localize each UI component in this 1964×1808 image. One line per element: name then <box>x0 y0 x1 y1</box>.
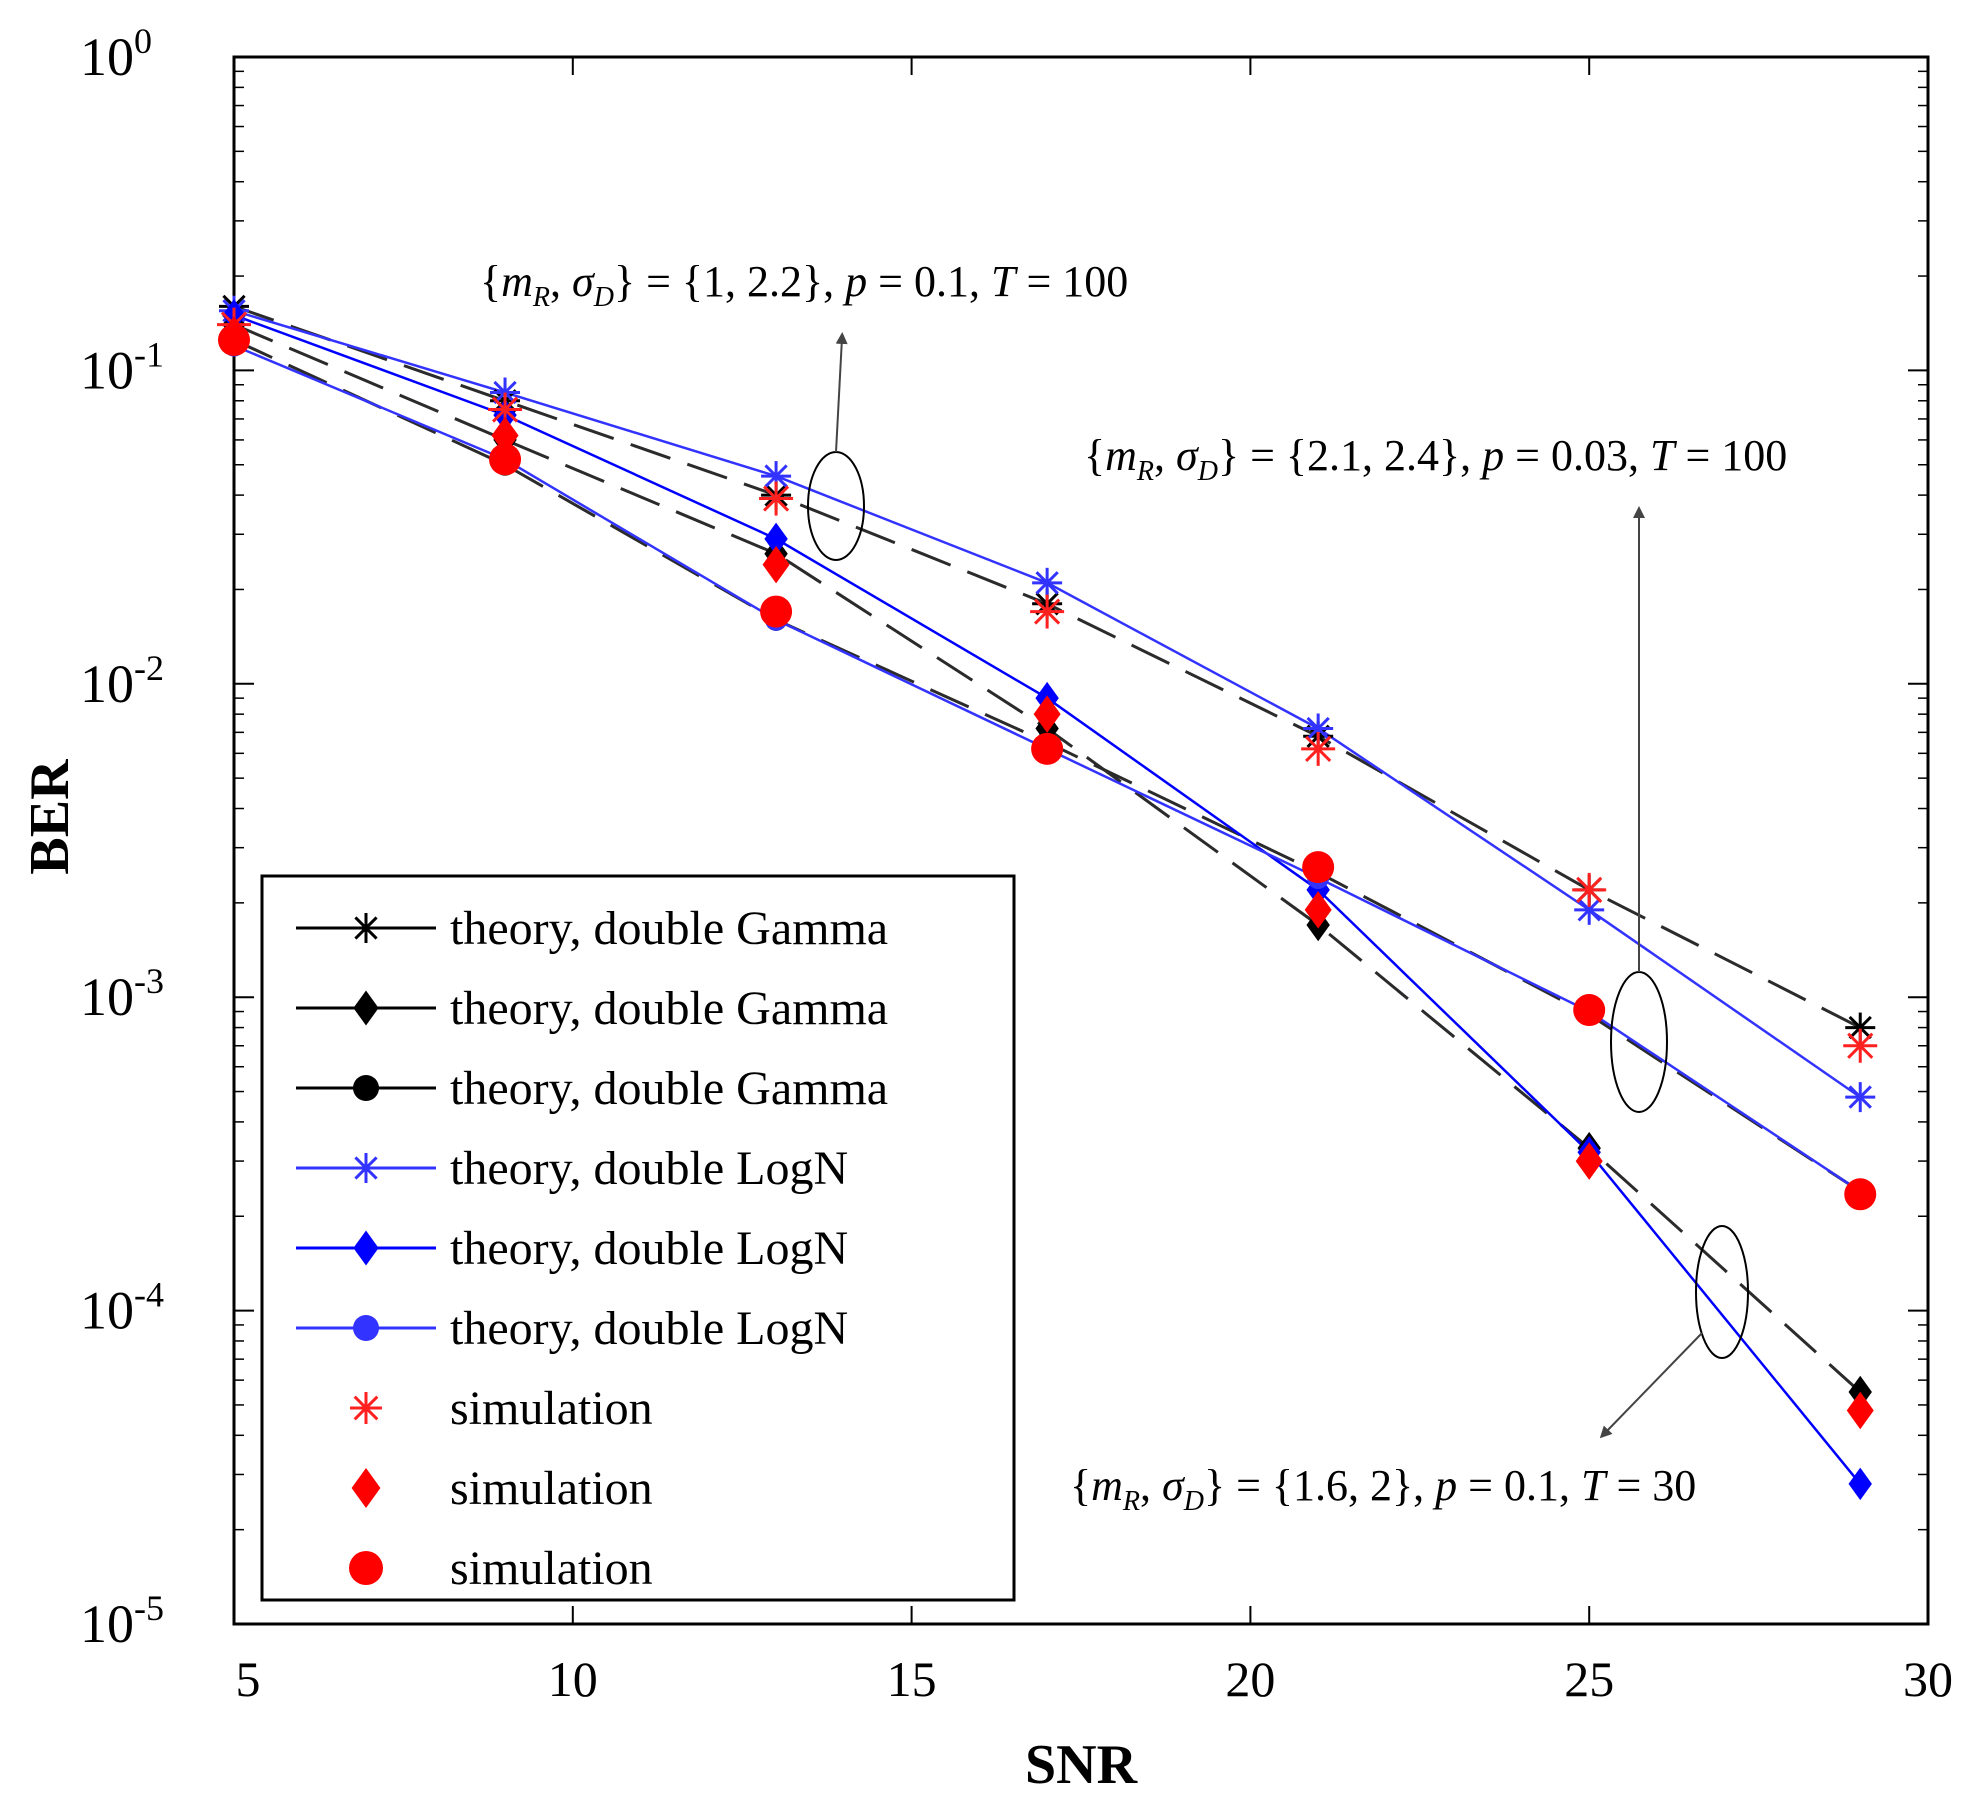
legend-marker <box>351 1468 381 1508</box>
annotation-shapes <box>807 332 1749 1439</box>
series-markers <box>217 291 1878 1501</box>
annotation-label: {mR, σD} = {2.1, 2.4}, p = 0.03, T = 100 <box>1084 431 1787 487</box>
data-point <box>491 416 519 455</box>
annotation-ellipse-3 <box>1695 1225 1749 1359</box>
y-tick-label: 10-5 <box>80 1588 164 1654</box>
y-tick-label: 10-4 <box>80 1275 164 1341</box>
x-tick-label: 30 <box>1903 1651 1953 1707</box>
data-point-stroke <box>762 485 790 512</box>
legend-marker <box>349 1551 383 1585</box>
legend-marker <box>350 1392 382 1424</box>
legend-marker <box>353 1315 379 1341</box>
data-point <box>1030 594 1065 629</box>
data-point <box>1033 695 1061 733</box>
data-point <box>759 481 794 516</box>
legend-label: theory, double LogN <box>450 1222 848 1275</box>
data-point <box>1843 1028 1878 1063</box>
y-tick-labels: 100 10-1 10-2 10-3 10-4 10-5 <box>80 21 164 1654</box>
data-point <box>218 324 250 357</box>
legend: theory, double Gamma theory, double Gamma… <box>260 874 1016 1602</box>
annotation-label: {mR, σD} = {1, 2.2}, p = 0.1, T = 100 <box>480 257 1128 313</box>
x-tick-labels: 5 10 15 20 25 30 <box>236 1651 1954 1707</box>
x-tick-label: 15 <box>887 1651 937 1707</box>
annotation-label: {mR, σD} = {1.6, 2}, p = 0.1, T = 30 <box>1070 1461 1696 1517</box>
legend-marker-stroke <box>353 1395 379 1421</box>
data-point <box>1304 891 1332 929</box>
y-tick-label: 10-3 <box>80 961 164 1027</box>
legend-marker <box>351 913 381 943</box>
data-point-stroke <box>1848 1085 1872 1109</box>
data-point <box>762 545 790 584</box>
data-point <box>760 595 793 628</box>
data-point <box>764 522 788 556</box>
data-point <box>1032 567 1063 598</box>
data-point-stroke <box>764 464 788 488</box>
data-point-stroke <box>1576 876 1603 903</box>
data-point <box>1573 994 1606 1027</box>
data-point <box>1302 851 1335 884</box>
data-point-stroke <box>1577 898 1601 922</box>
x-tick-label: 20 <box>1225 1651 1275 1707</box>
data-point-stroke <box>1306 716 1330 741</box>
legend-marker <box>353 1075 379 1101</box>
data-point <box>1031 732 1064 765</box>
y-tick-label: 100 <box>80 21 152 87</box>
legend-marker <box>353 1230 379 1266</box>
annotation-arrow-3 <box>1599 1332 1703 1439</box>
legend-label: theory, double Gamma <box>450 982 888 1035</box>
data-point <box>1301 731 1336 766</box>
y-tick-label: 10-1 <box>80 334 164 400</box>
legend-marker <box>353 990 379 1026</box>
legend-label: theory, double Gamma <box>450 902 888 955</box>
legend-label: simulation <box>450 1542 653 1595</box>
axis-ticks <box>233 56 1929 1625</box>
data-point <box>490 377 521 408</box>
legend-label: theory, double LogN <box>450 1142 848 1195</box>
data-point <box>761 461 792 492</box>
legend-marker-stroke <box>354 916 378 940</box>
data-point-stroke <box>1035 571 1059 595</box>
annotation-arrow-1 <box>835 332 848 453</box>
x-tick-label: 25 <box>1564 1651 1614 1707</box>
annotations: {mR, σD} = {1, 2.2}, p = 0.1, T = 100 {mR… <box>480 257 1787 1517</box>
x-tick-label: 10 <box>548 1651 598 1707</box>
data-point-stroke <box>1848 1015 1872 1040</box>
legend-marker <box>351 1153 381 1183</box>
legend-label: theory, double Gamma <box>450 1062 888 1115</box>
data-point-stroke <box>1847 1032 1874 1059</box>
data-point <box>1846 1391 1874 1430</box>
data-point <box>1845 1082 1876 1113</box>
data-point-stroke <box>493 380 517 405</box>
data-point <box>1848 1467 1872 1501</box>
legend-label: simulation <box>450 1382 653 1435</box>
data-point <box>1572 872 1607 907</box>
legend-label: simulation <box>450 1462 653 1515</box>
data-point-stroke <box>1034 598 1061 625</box>
data-point <box>1574 894 1605 925</box>
data-point <box>1844 1178 1877 1211</box>
legend-label: theory, double LogN <box>450 1302 848 1355</box>
data-point <box>1575 1142 1603 1180</box>
legend-box <box>260 874 1016 1602</box>
x-axis-title: SNR <box>1025 1734 1138 1796</box>
legend-marker-stroke <box>354 1156 378 1180</box>
y-axis-title: BER <box>19 759 81 875</box>
data-point <box>489 443 522 476</box>
data-point-stroke <box>1305 735 1332 762</box>
x-tick-label: 5 <box>236 1651 261 1707</box>
y-tick-label: 10-2 <box>80 648 164 714</box>
data-point-stroke <box>491 396 519 423</box>
